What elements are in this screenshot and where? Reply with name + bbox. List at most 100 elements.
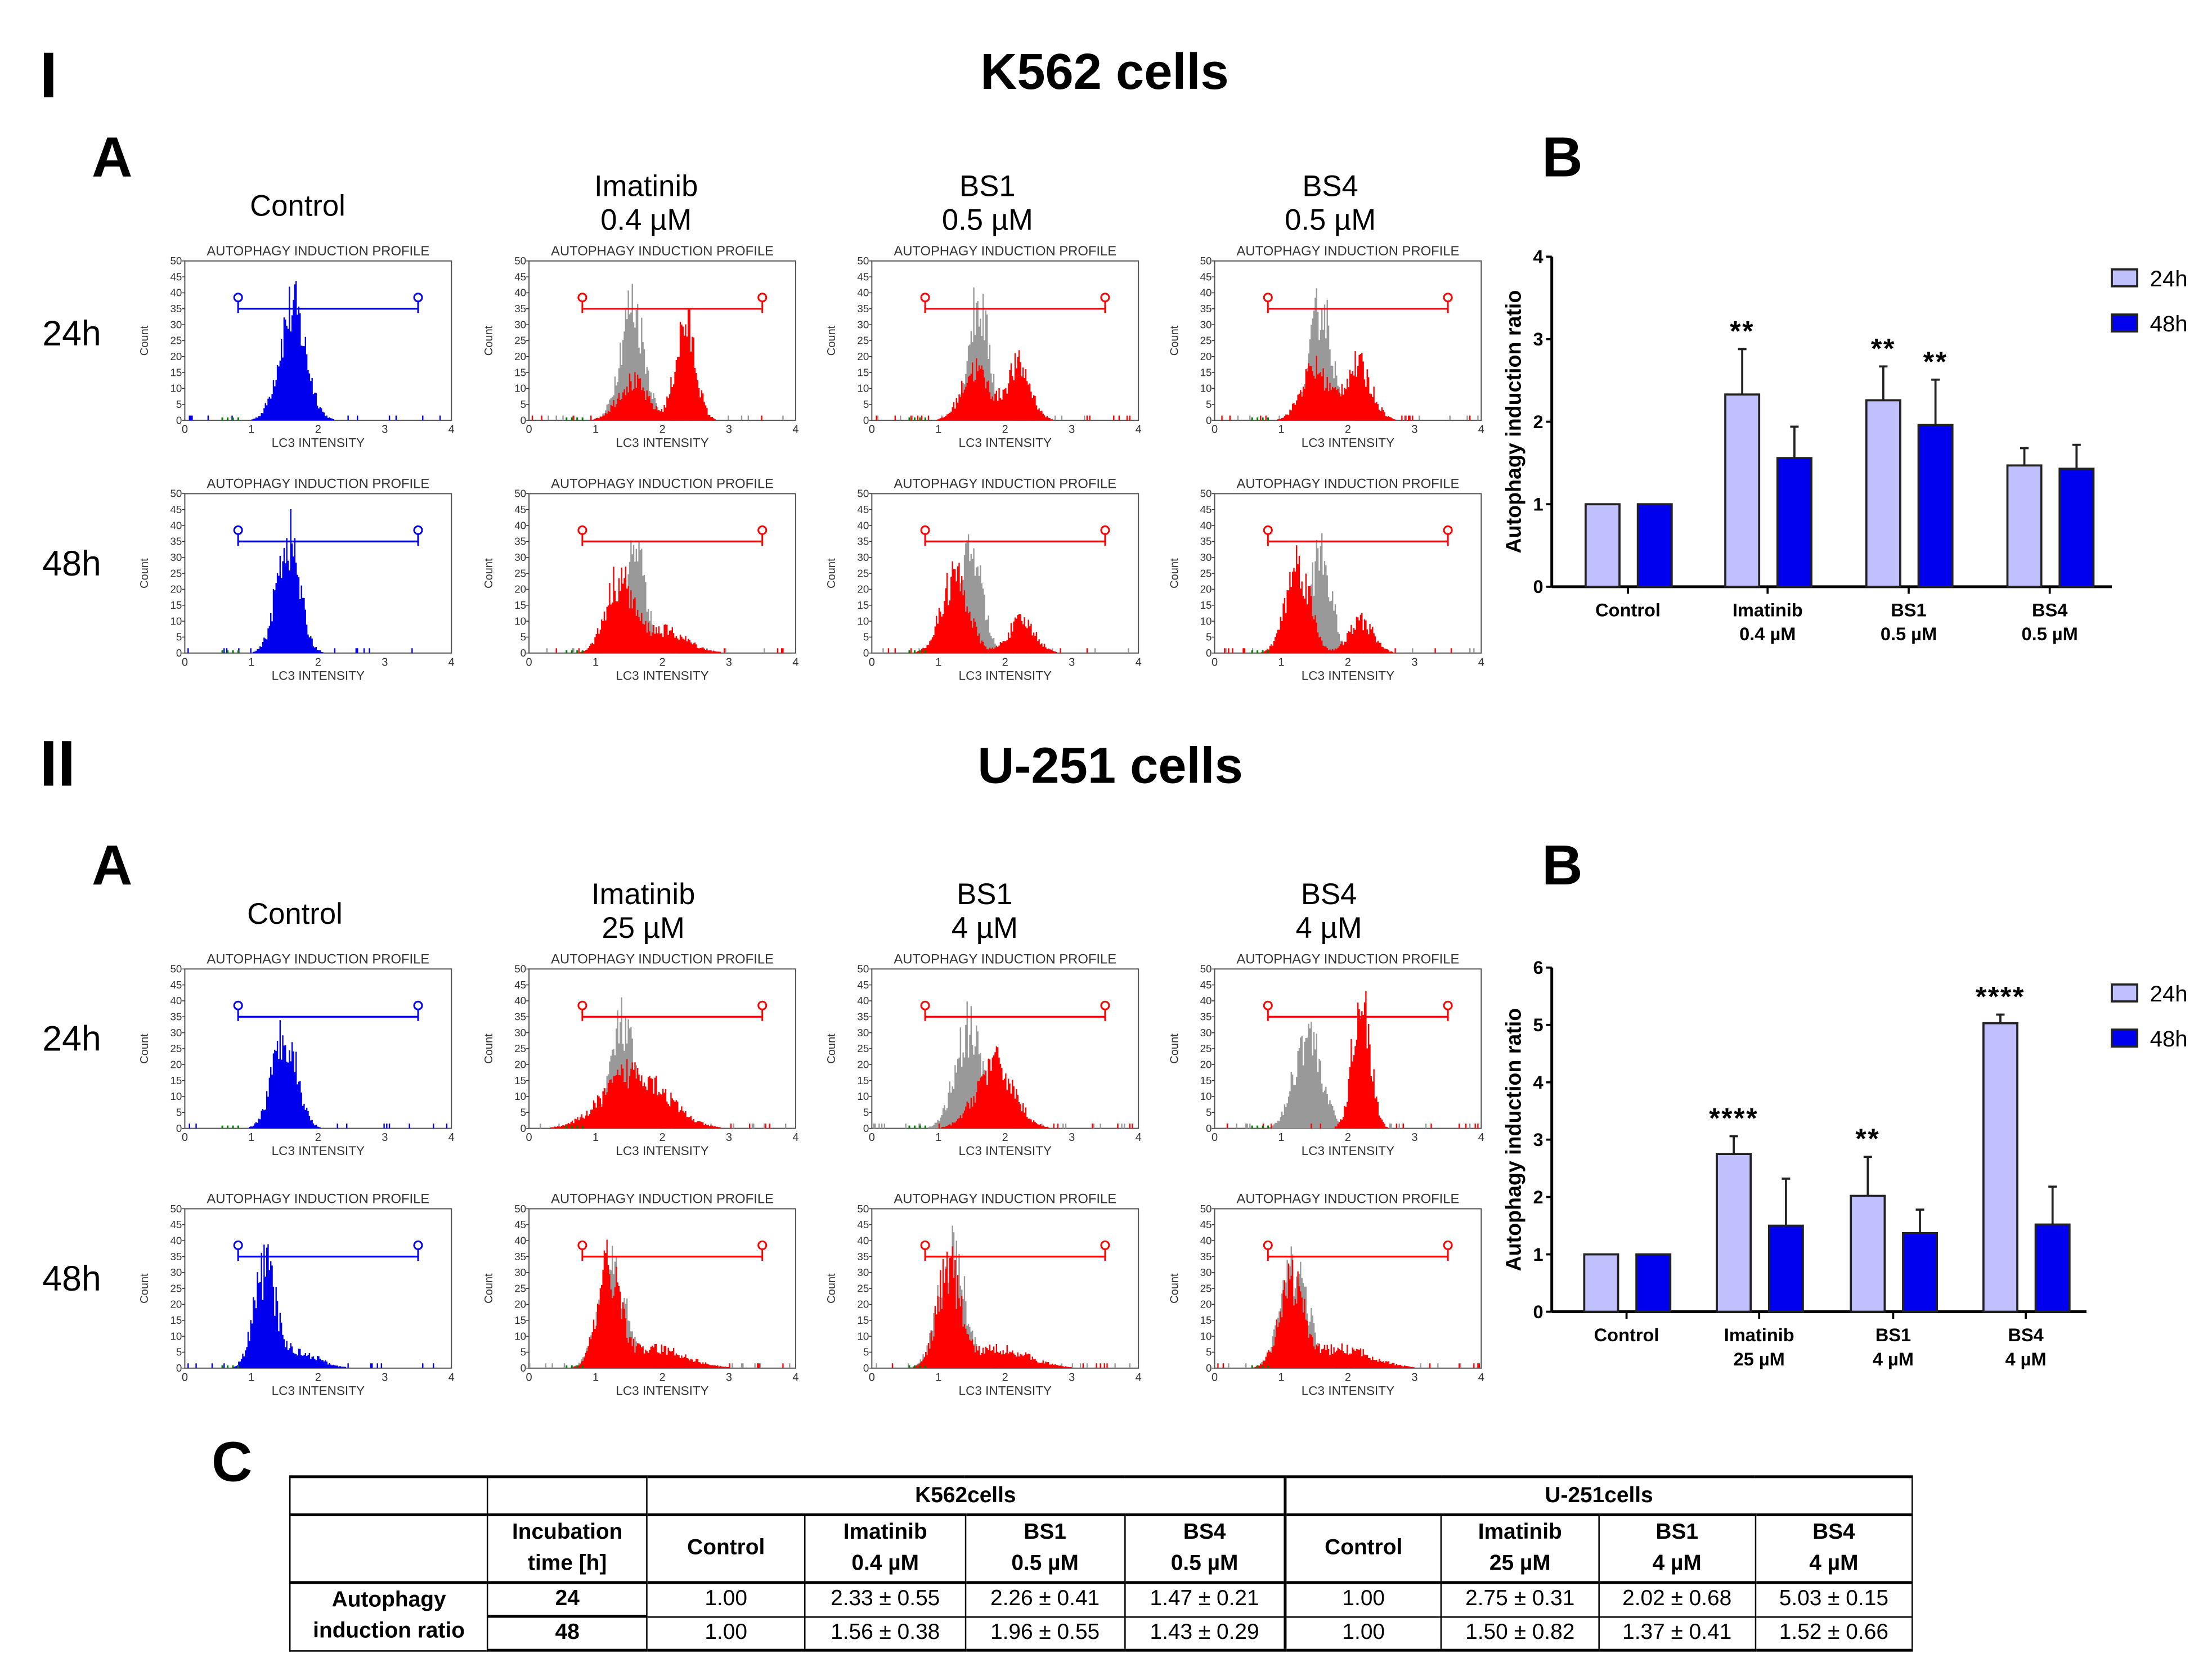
value-cell: 1.56 ± 0.38	[804, 1615, 966, 1652]
gate-handle-icon	[1443, 1240, 1453, 1250]
x-tick-label: 4	[792, 656, 798, 668]
x-tick-label: 0	[869, 1371, 875, 1383]
y-tick-label: 5	[176, 1346, 182, 1358]
value-cell: 1.43 ± 0.29	[1124, 1615, 1286, 1652]
legend-label: 24h	[2150, 267, 2188, 291]
y-tick-label: 0	[863, 1362, 869, 1374]
value-cell: 1.00	[646, 1615, 806, 1652]
significance-marker: **	[1855, 1123, 1880, 1154]
y-tick-label: 10	[170, 1090, 182, 1102]
y-tick-label: 50	[857, 963, 869, 975]
significance-marker: ****	[1709, 1102, 1758, 1134]
y-tick-label: 15	[170, 1314, 182, 1326]
gate-handle-icon	[577, 293, 587, 303]
column-header: Control	[250, 190, 346, 224]
y-tick-label: 10	[857, 383, 869, 394]
x-tick-label: 1	[593, 1371, 599, 1383]
x-tick-label: 2	[1002, 424, 1008, 436]
y-tick-label: 20	[1200, 351, 1212, 362]
gate-handle-icon	[757, 525, 768, 535]
y-tick-label: 35	[514, 303, 526, 314]
plot-frame	[1214, 493, 1482, 654]
y-tick-label: 40	[514, 995, 526, 1007]
legend-label: 48h	[2150, 1027, 2188, 1052]
row-label-48h: 48h	[42, 1259, 101, 1299]
gate-handle-icon	[1100, 1240, 1110, 1250]
column-header-line2: 4 µM	[1295, 913, 1362, 945]
x-tick-label: 0	[526, 656, 532, 668]
y-tick-label: 5	[863, 631, 869, 643]
value-cell: 1.96 ± 0.55	[964, 1615, 1126, 1652]
histogram-low-series	[576, 1125, 578, 1129]
y-tick-label: 0	[863, 414, 869, 426]
gate-handle-icon	[577, 525, 587, 535]
value-cell: 1.37 ± 0.41	[1598, 1615, 1756, 1652]
y-tick-label: 25	[857, 1043, 869, 1054]
x-tick-label: 1	[935, 656, 941, 668]
y-tick-label: 50	[514, 255, 526, 267]
section-title: U-251 cells	[977, 736, 1243, 794]
histogram-low-series	[571, 417, 573, 421]
value-cell: 1.00	[1284, 1581, 1442, 1617]
x-axis-label: LC3 INTENSITY	[1302, 436, 1394, 450]
bar-48h	[1635, 1253, 1672, 1313]
x-tick-label: Imatinib	[1724, 1324, 1794, 1345]
x-tick-label: 4	[1478, 424, 1484, 436]
histogram-low-series	[1262, 1125, 1264, 1129]
y-tick-label: 15	[514, 599, 526, 611]
histogram-title: AUTOPHAGY INDUCTION PROFILE	[1237, 476, 1460, 491]
y-tick-label: 0	[1206, 1362, 1212, 1374]
x-tick-label: 0	[182, 1371, 188, 1383]
y-tick-label: 40	[1200, 519, 1212, 531]
histogram-low-series	[237, 1125, 240, 1129]
x-tick-label: 0	[869, 656, 875, 668]
legend-swatch	[2111, 313, 2138, 333]
histogram-panel: AUTOPHAGY INDUCTION PROFILE0510152025303…	[138, 476, 455, 682]
x-tick-label: 0	[182, 656, 188, 668]
gate-handle-icon	[1263, 1000, 1273, 1010]
y-axis-label: Count	[483, 558, 495, 588]
y-tick-label: 4	[1533, 246, 1544, 267]
column-header: BS4 0.5 µM	[1124, 1513, 1286, 1584]
time-cell: 48	[487, 1615, 648, 1652]
x-tick-label: 0.5 µM	[1881, 623, 1937, 644]
histogram-low-series	[232, 417, 234, 421]
histogram-low-series	[232, 650, 234, 653]
histogram-low-series	[221, 1125, 223, 1129]
bar-48h	[1902, 1232, 1938, 1313]
y-tick-label: 0	[1533, 1301, 1544, 1322]
y-tick-label: 25	[1200, 1282, 1212, 1294]
column-header-line1: Imatinib	[591, 878, 696, 911]
histogram-low-series	[566, 1365, 568, 1368]
y-tick-label: 0	[1206, 647, 1212, 659]
column-header-line1: BS4	[1300, 878, 1357, 911]
y-tick-label: 2	[1533, 1187, 1544, 1207]
y-tick-label: 20	[1200, 1059, 1212, 1071]
y-axis-label: Count	[1168, 558, 1181, 588]
y-tick-label: 15	[170, 366, 182, 378]
x-tick-label: 4	[792, 1371, 798, 1383]
y-tick-label: 15	[514, 366, 526, 378]
y-tick-label: 5	[863, 1107, 869, 1118]
histogram-title: AUTOPHAGY INDUCTION PROFILE	[551, 951, 774, 967]
y-tick-label: 5	[521, 631, 526, 643]
y-tick-label: 45	[514, 1219, 526, 1230]
y-tick-label: 30	[1200, 551, 1212, 563]
x-axis-label: LC3 INTENSITY	[959, 1144, 1052, 1158]
gate-handle-icon	[233, 1000, 243, 1010]
histogram-panel: AUTOPHAGY INDUCTION PROFILE0510152025303…	[1168, 476, 1484, 682]
column-header-line1: Imatinib	[594, 170, 698, 204]
plot-frame	[528, 1208, 796, 1369]
y-tick-label: 40	[1200, 287, 1212, 299]
histogram-low-series	[1251, 1365, 1253, 1368]
x-tick-label: 2	[1002, 656, 1008, 668]
y-tick-label: 40	[170, 995, 182, 1007]
column-header-line1: BS1	[957, 878, 1013, 911]
y-tick-label: 35	[170, 536, 182, 547]
histogram-low-series	[1257, 650, 1259, 653]
histogram-low-series	[919, 1365, 921, 1368]
y-tick-label: 45	[857, 271, 869, 282]
histogram-low-series	[908, 1365, 910, 1368]
panel-letter-c: C	[212, 1431, 253, 1494]
